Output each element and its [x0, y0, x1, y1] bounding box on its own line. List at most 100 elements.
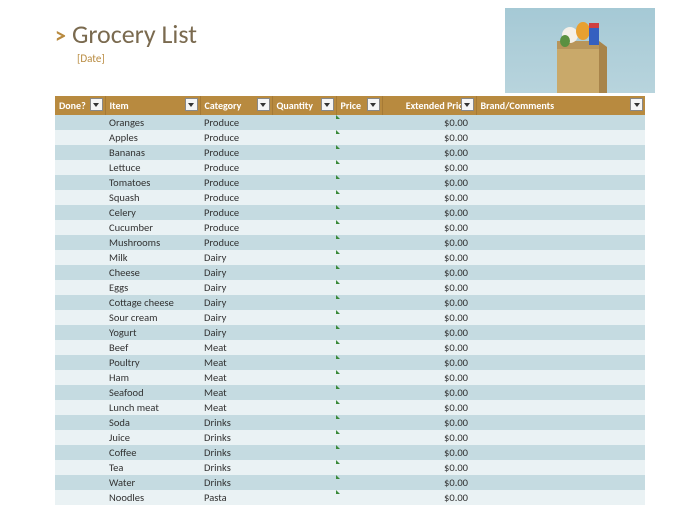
cell-item[interactable]: Cheese: [105, 265, 200, 280]
cell-category[interactable]: Produce: [200, 205, 272, 220]
date-placeholder[interactable]: [Date]: [77, 52, 197, 65]
cell-done[interactable]: [55, 460, 105, 475]
table-row[interactable]: BeefMeat$0.00: [55, 340, 645, 355]
cell-quantity[interactable]: [272, 295, 336, 310]
cell-category[interactable]: Dairy: [200, 310, 272, 325]
cell-quantity[interactable]: [272, 220, 336, 235]
cell-quantity[interactable]: [272, 400, 336, 415]
cell-extended[interactable]: $0.00: [382, 430, 476, 445]
cell-price[interactable]: [336, 370, 382, 385]
cell-brand[interactable]: [476, 325, 645, 340]
cell-category[interactable]: Produce: [200, 145, 272, 160]
cell-category[interactable]: Drinks: [200, 445, 272, 460]
cell-item[interactable]: Juice: [105, 430, 200, 445]
cell-item[interactable]: Poultry: [105, 355, 200, 370]
cell-item[interactable]: Noodles: [105, 490, 200, 505]
cell-price[interactable]: [336, 235, 382, 250]
cell-quantity[interactable]: [272, 265, 336, 280]
cell-brand[interactable]: [476, 250, 645, 265]
cell-extended[interactable]: $0.00: [382, 340, 476, 355]
cell-extended[interactable]: $0.00: [382, 310, 476, 325]
table-row[interactable]: LettuceProduce$0.00: [55, 160, 645, 175]
column-header-done[interactable]: Done?: [55, 96, 105, 115]
cell-brand[interactable]: [476, 130, 645, 145]
cell-extended[interactable]: $0.00: [382, 325, 476, 340]
cell-brand[interactable]: [476, 205, 645, 220]
cell-done[interactable]: [55, 205, 105, 220]
cell-extended[interactable]: $0.00: [382, 205, 476, 220]
table-row[interactable]: SquashProduce$0.00: [55, 190, 645, 205]
filter-dropdown-icon[interactable]: [367, 98, 380, 111]
cell-extended[interactable]: $0.00: [382, 145, 476, 160]
table-row[interactable]: Cottage cheeseDairy$0.00: [55, 295, 645, 310]
column-header-brand[interactable]: Brand/Comments: [476, 96, 645, 115]
cell-brand[interactable]: [476, 310, 645, 325]
cell-item[interactable]: Eggs: [105, 280, 200, 295]
cell-quantity[interactable]: [272, 445, 336, 460]
cell-extended[interactable]: $0.00: [382, 475, 476, 490]
cell-done[interactable]: [55, 370, 105, 385]
cell-item[interactable]: Tea: [105, 460, 200, 475]
cell-extended[interactable]: $0.00: [382, 400, 476, 415]
cell-brand[interactable]: [476, 385, 645, 400]
cell-done[interactable]: [55, 400, 105, 415]
cell-price[interactable]: [336, 325, 382, 340]
cell-category[interactable]: Produce: [200, 130, 272, 145]
cell-done[interactable]: [55, 385, 105, 400]
cell-extended[interactable]: $0.00: [382, 490, 476, 505]
cell-category[interactable]: Dairy: [200, 250, 272, 265]
cell-price[interactable]: [336, 340, 382, 355]
cell-quantity[interactable]: [272, 460, 336, 475]
cell-category[interactable]: Produce: [200, 115, 272, 130]
table-row[interactable]: YogurtDairy$0.00: [55, 325, 645, 340]
cell-quantity[interactable]: [272, 385, 336, 400]
cell-quantity[interactable]: [272, 145, 336, 160]
cell-brand[interactable]: [476, 265, 645, 280]
table-row[interactable]: SeafoodMeat$0.00: [55, 385, 645, 400]
cell-price[interactable]: [336, 295, 382, 310]
cell-item[interactable]: Oranges: [105, 115, 200, 130]
table-row[interactable]: EggsDairy$0.00: [55, 280, 645, 295]
cell-done[interactable]: [55, 355, 105, 370]
cell-item[interactable]: Tomatoes: [105, 175, 200, 190]
cell-price[interactable]: [336, 280, 382, 295]
filter-dropdown-icon[interactable]: [185, 98, 198, 111]
table-row[interactable]: ApplesProduce$0.00: [55, 130, 645, 145]
cell-done[interactable]: [55, 265, 105, 280]
cell-quantity[interactable]: [272, 160, 336, 175]
table-row[interactable]: CucumberProduce$0.00: [55, 220, 645, 235]
cell-done[interactable]: [55, 490, 105, 505]
cell-brand[interactable]: [476, 475, 645, 490]
cell-done[interactable]: [55, 220, 105, 235]
table-row[interactable]: PoultryMeat$0.00: [55, 355, 645, 370]
cell-category[interactable]: Meat: [200, 370, 272, 385]
cell-category[interactable]: Drinks: [200, 430, 272, 445]
column-header-price[interactable]: Price: [336, 96, 382, 115]
cell-item[interactable]: Coffee: [105, 445, 200, 460]
cell-done[interactable]: [55, 250, 105, 265]
cell-done[interactable]: [55, 280, 105, 295]
column-header-quantity[interactable]: Quantity: [272, 96, 336, 115]
cell-extended[interactable]: $0.00: [382, 445, 476, 460]
cell-item[interactable]: Celery: [105, 205, 200, 220]
cell-category[interactable]: Produce: [200, 175, 272, 190]
cell-item[interactable]: Lunch meat: [105, 400, 200, 415]
column-header-extended[interactable]: Extended Price: [382, 96, 476, 115]
cell-price[interactable]: [336, 205, 382, 220]
cell-category[interactable]: Meat: [200, 385, 272, 400]
table-row[interactable]: SodaDrinks$0.00: [55, 415, 645, 430]
cell-brand[interactable]: [476, 430, 645, 445]
filter-dropdown-icon[interactable]: [461, 98, 474, 111]
cell-item[interactable]: Squash: [105, 190, 200, 205]
cell-extended[interactable]: $0.00: [382, 115, 476, 130]
cell-category[interactable]: Dairy: [200, 280, 272, 295]
cell-extended[interactable]: $0.00: [382, 160, 476, 175]
cell-item[interactable]: Soda: [105, 415, 200, 430]
cell-price[interactable]: [336, 190, 382, 205]
cell-done[interactable]: [55, 445, 105, 460]
cell-extended[interactable]: $0.00: [382, 385, 476, 400]
cell-done[interactable]: [55, 295, 105, 310]
cell-extended[interactable]: $0.00: [382, 190, 476, 205]
cell-quantity[interactable]: [272, 340, 336, 355]
cell-price[interactable]: [336, 415, 382, 430]
